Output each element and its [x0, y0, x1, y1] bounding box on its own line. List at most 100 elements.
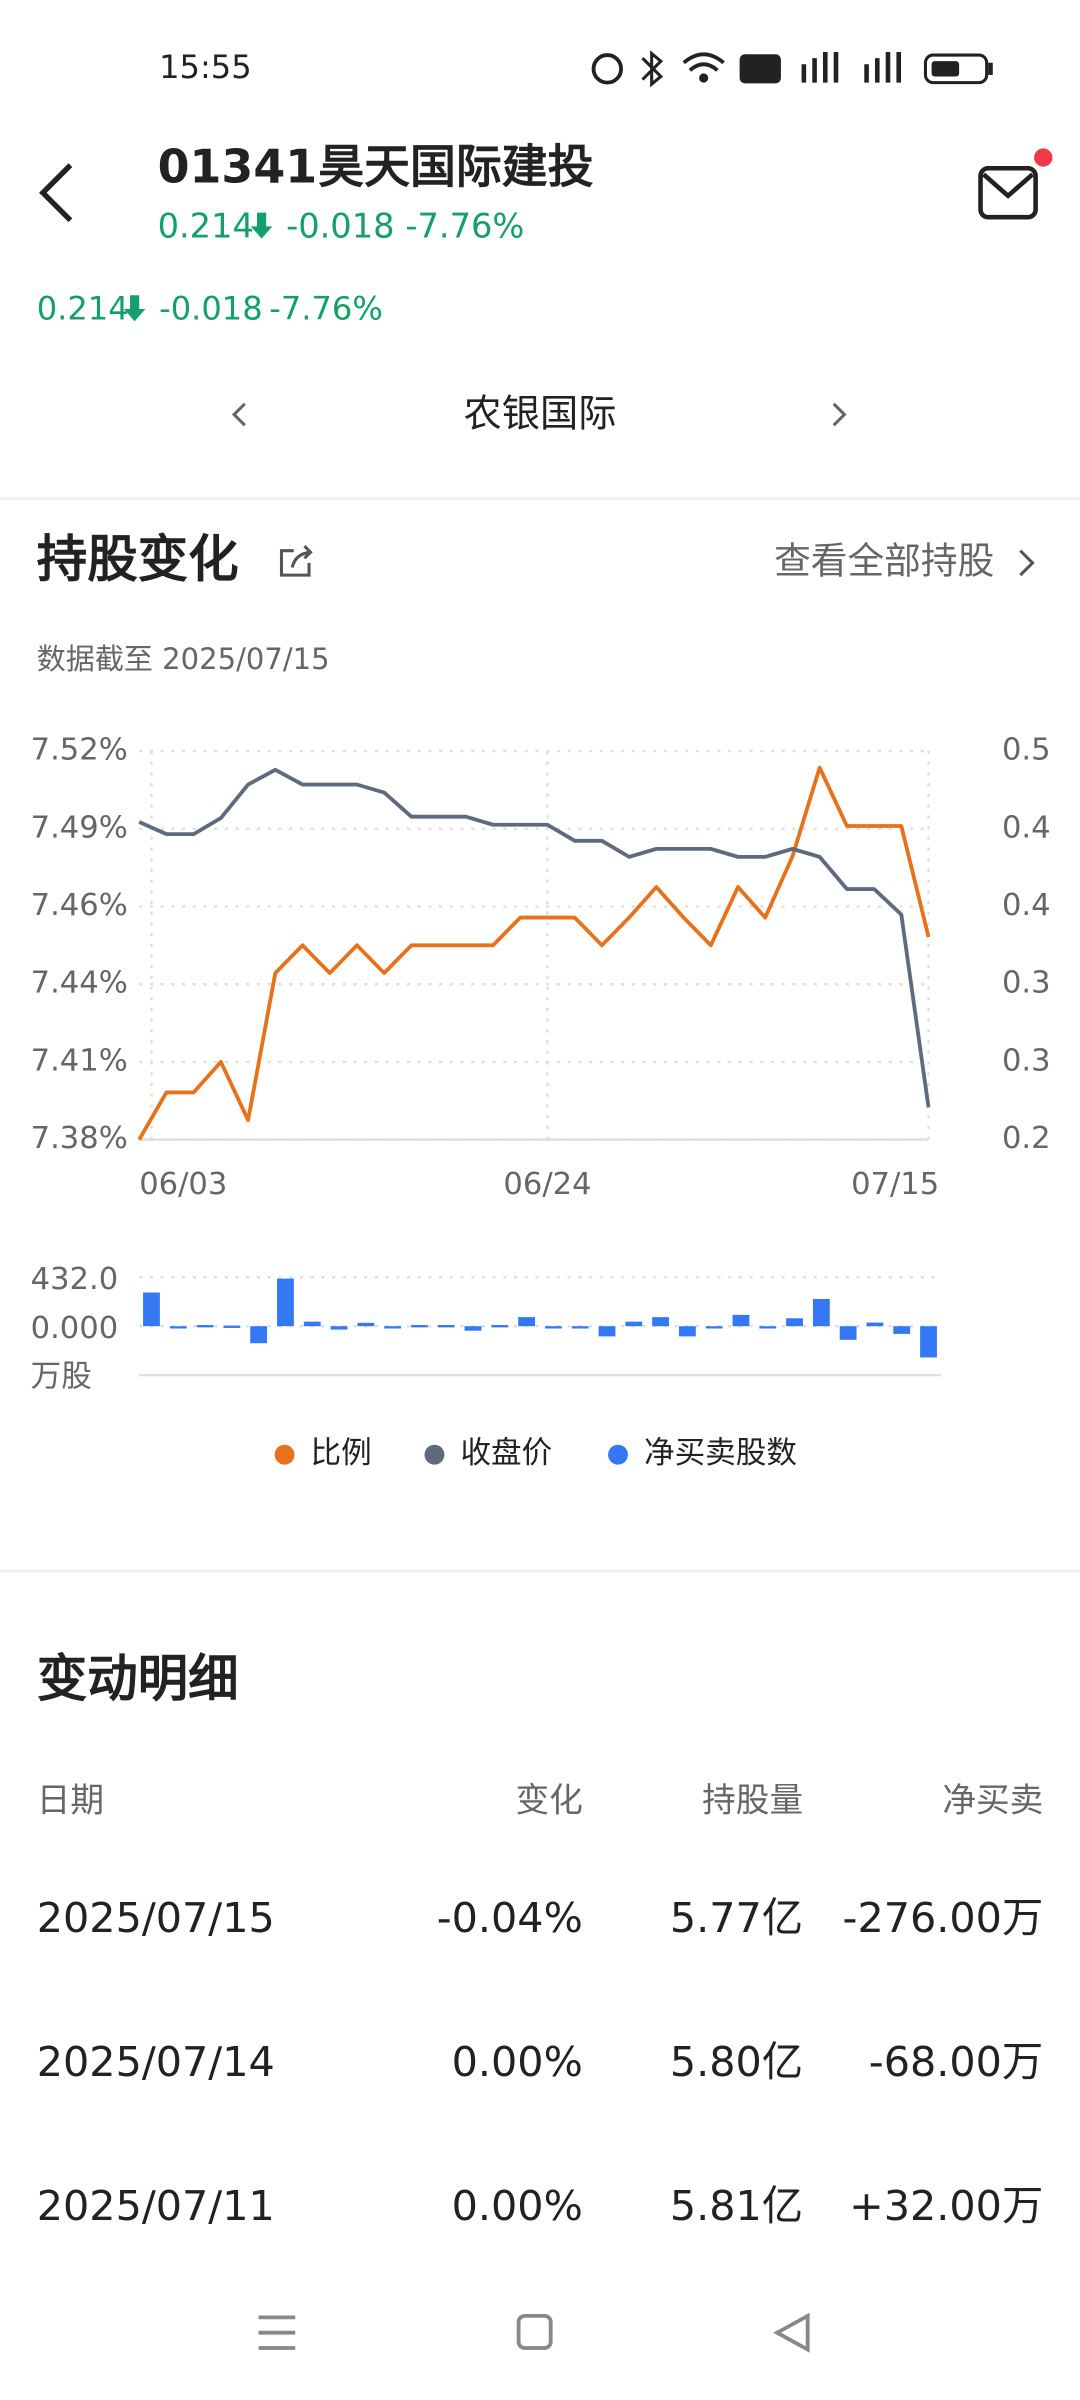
- back-nav-button[interactable]: [773, 2312, 810, 2353]
- status-icons: [591, 50, 993, 88]
- quote-pct: -7.76%: [269, 290, 383, 328]
- column-header: 净买卖: [942, 1780, 1043, 1819]
- status-time: 15:55: [159, 48, 252, 86]
- bar: [893, 1326, 911, 1334]
- bar: [625, 1321, 643, 1327]
- bar: [544, 1326, 562, 1329]
- bar: [598, 1326, 616, 1337]
- bar: [437, 1325, 455, 1328]
- bar: [491, 1325, 509, 1328]
- bar: [518, 1317, 536, 1327]
- table-cell: 5.81亿: [670, 2182, 803, 2230]
- home-button[interactable]: [516, 2313, 553, 2350]
- bar: [759, 1326, 777, 1329]
- legend-label: 收盘价: [460, 1436, 552, 1471]
- y2-tick-label: 0.5: [1002, 733, 1051, 768]
- details-table: 日期 变化 持股量 净买卖 2025/07/15 -0.04% 5.77亿 -276.00万 2…: [37, 1780, 1044, 2229]
- header-pct: -7.76%: [405, 206, 524, 245]
- series-line: [137, 765, 931, 1141]
- chevron: [1019, 549, 1035, 577]
- chart: 7.38% 7.41% 7.44% 7.46% 7.49% 7.52% 0.2 0.3 0.3 0…: [31, 733, 1051, 1472]
- divider: [0, 1569, 1080, 1573]
- legend-label: 比例: [311, 1436, 372, 1471]
- mail-button[interactable]: [978, 148, 1053, 220]
- y-tick-label: 7.41%: [31, 1043, 128, 1078]
- next-broker[interactable]: [832, 402, 847, 427]
- quote-price: 0.214: [37, 290, 129, 328]
- table-cell: 5.77亿: [670, 1894, 803, 1942]
- bar: [303, 1321, 321, 1327]
- table-cell: 5.80亿: [670, 2038, 803, 2086]
- table-cell: +32.00万: [849, 2182, 1043, 2230]
- stock-name: 昊天国际建投: [318, 139, 593, 193]
- bar: [330, 1326, 348, 1330]
- share-icon[interactable]: [279, 544, 313, 577]
- nav-bar: [258, 2312, 810, 2353]
- bar: [277, 1278, 294, 1327]
- menu-button[interactable]: [258, 2315, 296, 2350]
- date-note: 数据截至 2025/07/15: [37, 642, 330, 676]
- bar: [143, 1292, 160, 1327]
- quote-change: -0.018: [159, 290, 263, 328]
- bar: [786, 1318, 803, 1327]
- prev-broker[interactable]: [231, 402, 246, 427]
- bar: [678, 1326, 696, 1337]
- down-arrow: [250, 212, 273, 239]
- bar: [223, 1325, 241, 1328]
- bar: [411, 1325, 428, 1328]
- y2-tick-label: 0.3: [1002, 1043, 1051, 1078]
- bar: [920, 1326, 937, 1358]
- x-tick-label: 06/24: [503, 1167, 591, 1202]
- column-header: 日期: [37, 1780, 104, 1819]
- stock-code: 01341: [158, 139, 318, 193]
- x-tick-label: 06/03: [139, 1167, 227, 1202]
- bar: [464, 1326, 482, 1331]
- broker-name: 农银国际: [464, 393, 617, 437]
- y-tick-label: 0.000: [31, 1311, 119, 1346]
- table-cell: -68.00万: [869, 2038, 1043, 2086]
- header-price: 0.214: [158, 206, 254, 245]
- y-tick-label: 7.49%: [31, 810, 128, 845]
- details-title: 变动明细: [37, 1649, 239, 1708]
- header-change: -0.018: [286, 206, 394, 245]
- bar: [169, 1326, 187, 1329]
- back-button[interactable]: [39, 163, 73, 223]
- x-tick-label: 07/15: [851, 1167, 939, 1202]
- bar: [357, 1322, 375, 1327]
- bar: [250, 1326, 268, 1344]
- y-tick-label: 7.46%: [31, 888, 128, 923]
- table-cell: 2025/07/14: [37, 2038, 275, 2086]
- legend-swatch: [608, 1444, 628, 1465]
- view-all-link[interactable]: 查看全部持股: [774, 539, 994, 582]
- bar: [652, 1317, 669, 1327]
- bar: [812, 1299, 830, 1327]
- bar: [732, 1314, 750, 1327]
- table-cell: -276.00万: [843, 1894, 1044, 1942]
- table-cell: 2025/07/11: [37, 2182, 275, 2230]
- legend-label: 净买卖股数: [644, 1436, 797, 1471]
- column-header: 持股量: [702, 1780, 803, 1819]
- y2-tick-label: 0.4: [1002, 888, 1051, 923]
- y2-tick-label: 0.3: [1002, 966, 1051, 1001]
- series-line: [138, 767, 931, 1108]
- y-tick-label: 7.52%: [31, 733, 128, 768]
- bar: [839, 1326, 857, 1340]
- y2-tick-label: 0.2: [1002, 1121, 1051, 1156]
- y2-tick-label: 0.4: [1002, 810, 1051, 845]
- table-cell: -0.04%: [437, 1894, 583, 1942]
- table-cell: 2025/07/15: [37, 1894, 275, 1942]
- bar: [571, 1326, 589, 1329]
- y-axis-label: 万股: [31, 1360, 92, 1395]
- legend-swatch: [424, 1444, 445, 1465]
- bar: [866, 1322, 884, 1327]
- down-arrow: [123, 295, 146, 322]
- section-title: 持股变化: [37, 529, 239, 588]
- y-tick-label: 7.38%: [31, 1121, 128, 1156]
- legend-swatch: [274, 1444, 295, 1465]
- y-tick-label: 432.0: [31, 1262, 119, 1297]
- column-header: 变化: [516, 1780, 583, 1819]
- bar: [196, 1325, 214, 1328]
- bar: [384, 1326, 402, 1329]
